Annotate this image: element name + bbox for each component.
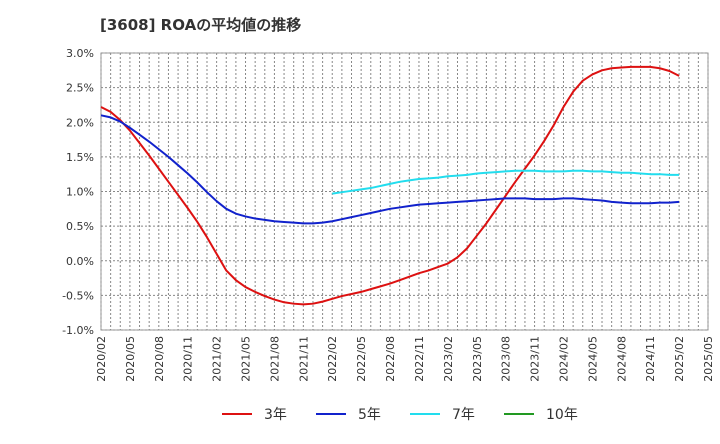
series-layer	[100, 65, 680, 306]
x-tick-label: 2022/02	[326, 336, 339, 382]
legend-label: 3年	[264, 407, 287, 423]
x-tick-label: 2023/08	[500, 336, 513, 382]
x-tick-label: 2023/05	[471, 336, 484, 382]
x-tick-label: 2021/11	[297, 336, 310, 382]
y-axis-ticks: -1.0% -0.5% 0.0% 0.5% 1.0% 1.5% 2.0% 2.5% 3.0%	[62, 47, 94, 337]
y-tick-label: 0.5%	[66, 220, 94, 233]
x-tick-label: 2021/02	[211, 336, 224, 382]
series-line	[332, 169, 680, 195]
legend-label: 10年	[546, 407, 578, 423]
legend-label: 7年	[452, 407, 475, 423]
x-tick-label: 2020/08	[153, 336, 166, 382]
series-line	[100, 114, 680, 225]
legend: 3年 5年 7年 10年	[222, 407, 578, 423]
y-tick-label: -1.0%	[62, 324, 94, 337]
grid-layer	[100, 52, 709, 331]
y-tick-label: 3.0%	[66, 47, 94, 60]
y-tick-label: 1.0%	[66, 186, 94, 199]
x-tick-label: 2024/11	[644, 336, 657, 382]
x-tick-label: 2024/05	[586, 336, 599, 382]
x-tick-label: 2025/02	[673, 336, 686, 382]
x-tick-label: 2022/05	[355, 336, 368, 382]
x-tick-label: 2023/11	[529, 336, 542, 382]
x-tick-label: 2020/11	[182, 336, 195, 382]
x-tick-label: 2020/05	[124, 336, 137, 382]
y-tick-label: -0.5%	[62, 289, 94, 302]
x-tick-label: 2025/05	[702, 336, 715, 382]
legend-label: 5年	[358, 407, 381, 423]
x-tick-label: 2024/08	[615, 336, 628, 382]
x-tick-label: 2021/05	[240, 336, 253, 382]
series-line	[100, 65, 680, 306]
y-tick-label: 2.0%	[66, 116, 94, 129]
y-tick-label: 1.5%	[66, 151, 94, 164]
x-axis-ticks: 2020/02 2020/05 2020/08 2020/11 2021/02 2021/…	[95, 336, 715, 382]
x-tick-label: 2023/02	[442, 336, 455, 382]
y-tick-label: 2.5%	[66, 82, 94, 95]
plot-area	[100, 52, 709, 331]
x-tick-label: 2022/08	[384, 336, 397, 382]
x-tick-label: 2024/02	[557, 336, 570, 382]
y-tick-label: 0.0%	[66, 255, 94, 268]
chart-title: [3608] ROAの平均値の推移	[100, 16, 302, 34]
x-tick-label: 2022/11	[413, 336, 426, 382]
x-tick-label: 2020/02	[95, 336, 108, 382]
x-tick-label: 2021/08	[268, 336, 281, 382]
